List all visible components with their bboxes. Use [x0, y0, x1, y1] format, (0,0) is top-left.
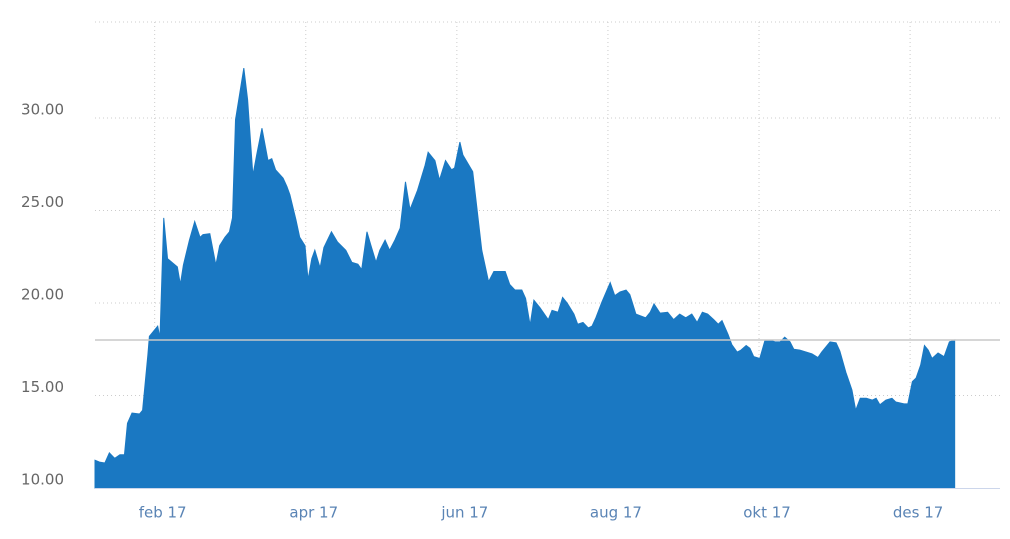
x-tick-label: jun 17 — [440, 504, 488, 522]
x-tick-label: aug 17 — [590, 504, 642, 522]
y-tick-label: 20.00 — [21, 286, 64, 304]
y-tick-label: 30.00 — [21, 101, 64, 119]
x-tick-label: des 17 — [893, 504, 943, 522]
y-tick-label: 25.00 — [21, 193, 64, 211]
x-tick-label: okt 17 — [743, 504, 791, 522]
area — [94, 67, 956, 489]
y-tick-label: 15.00 — [21, 378, 64, 396]
y-tick-label: 10.00 — [21, 471, 64, 489]
x-tick-label: feb 17 — [139, 504, 187, 522]
x-tick-label: apr 17 — [289, 504, 338, 522]
